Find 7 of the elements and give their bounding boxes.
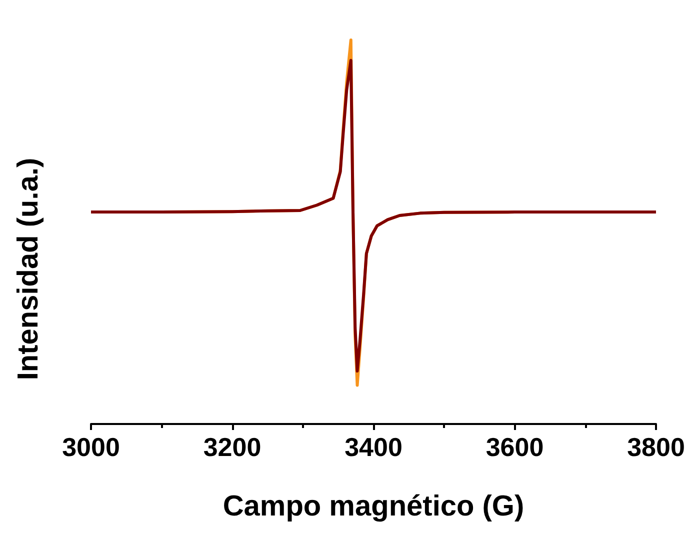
x-tick-label: 3600 xyxy=(486,432,544,462)
x-tick-label: 3200 xyxy=(203,432,262,462)
x-tick-label: 3000 xyxy=(62,432,120,462)
x-axis-title: Campo magnético (G) xyxy=(222,490,524,522)
y-axis-title: Intensidad (u.a.) xyxy=(12,158,44,380)
x-tick-label: 3400 xyxy=(344,432,402,462)
x-tick-label: 3800 xyxy=(627,432,685,462)
